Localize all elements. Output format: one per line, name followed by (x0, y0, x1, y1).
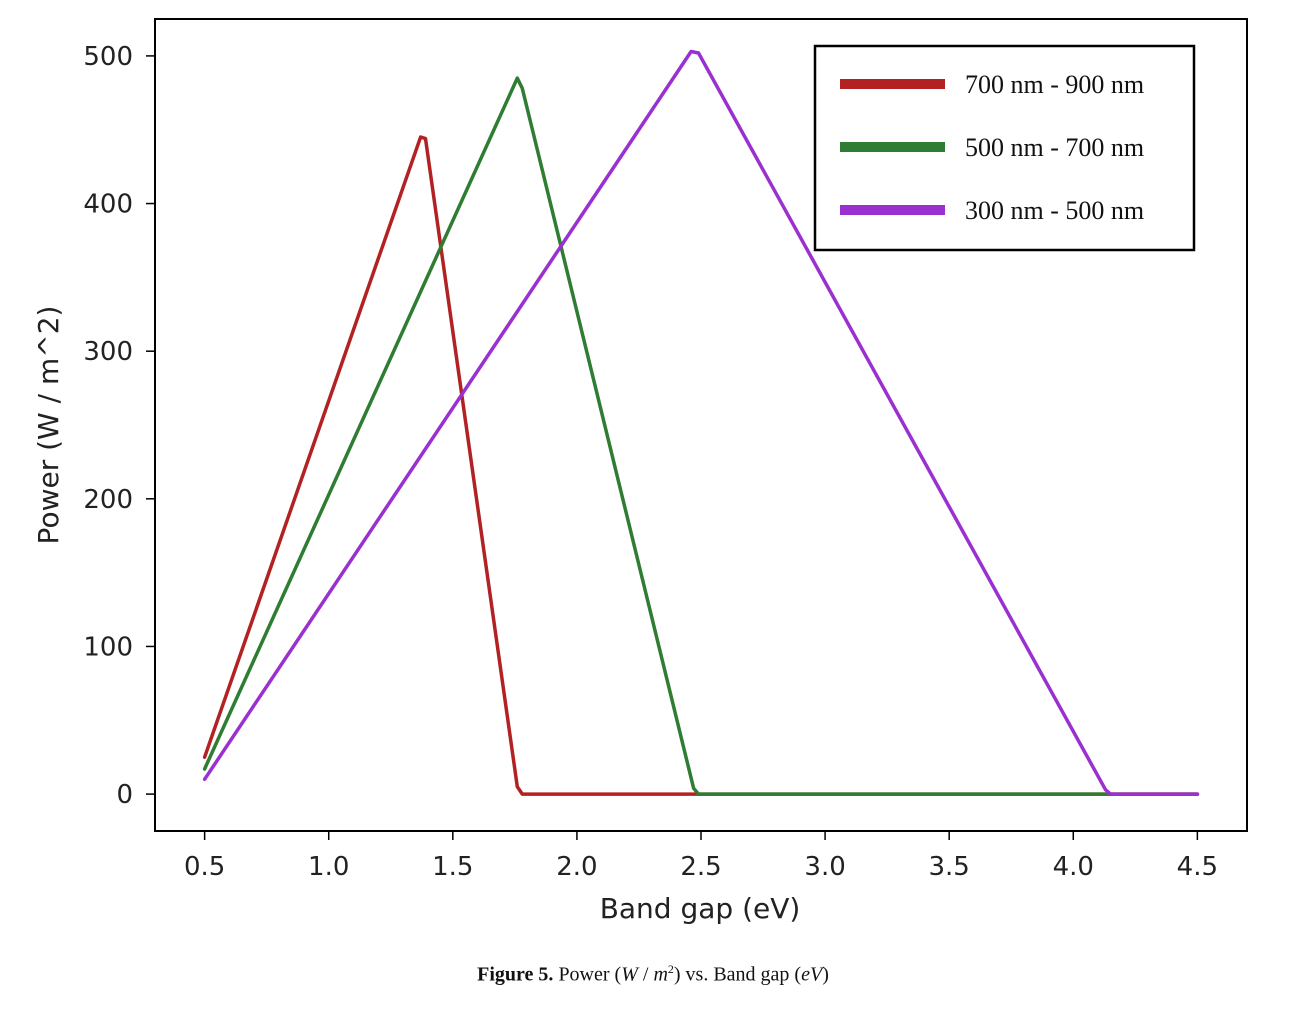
caption-slash: / (637, 963, 654, 986)
x-tick-label: 2.5 (680, 852, 721, 882)
series-line-2 (202, 76, 1200, 796)
y-tick-label: 0 (116, 780, 133, 810)
x-tick-label: 0.5 (184, 852, 225, 882)
caption-ev: eV (801, 963, 823, 986)
chart-svg: 0.5 1.0 1.5 2.0 2.5 3.0 3.5 4.0 4.5 0 100 200 300 40… (32, 18, 1248, 925)
series-line-3 (202, 49, 1200, 796)
legend-label: 700 nm - 900 nm (965, 70, 1144, 99)
caption-w: W (621, 963, 638, 986)
caption-text-before: Power ( (553, 963, 622, 986)
y-axis: 0 100 200 300 400 500 (83, 42, 155, 810)
y-tick-label: 200 (83, 485, 133, 515)
x-axis-label: Band gap (eV) (600, 892, 801, 925)
caption-sup: 2 (667, 962, 674, 976)
x-axis: 0.5 1.0 1.5 2.0 2.5 3.0 3.5 4.0 4.5 (184, 831, 1218, 882)
series-lines (202, 49, 1200, 796)
y-tick-label: 400 (83, 190, 133, 220)
x-tick-label: 3.5 (929, 852, 970, 882)
x-tick-label: 4.0 (1053, 852, 1094, 882)
caption-label: Figure 5. (477, 963, 554, 986)
y-tick-label: 100 (83, 632, 133, 662)
y-axis-label: Power (W / m^2) (32, 306, 65, 545)
figure-caption: Figure 5. Power (W / m2) vs. Band gap (e… (0, 962, 1306, 987)
caption-m: m (653, 963, 668, 986)
x-tick-label: 1.0 (308, 852, 349, 882)
x-tick-label: 1.5 (432, 852, 473, 882)
legend-label: 300 nm - 500 nm (965, 196, 1144, 225)
y-tick-label: 500 (83, 42, 133, 72)
caption-text-mid: ) vs. Band gap ( (673, 963, 802, 986)
y-tick-label: 300 (83, 337, 133, 367)
x-tick-label: 3.0 (804, 852, 845, 882)
legend: 700 nm - 900 nm 500 nm - 700 nm 300 nm - 5… (813, 44, 1196, 252)
legend-label: 500 nm - 700 nm (965, 133, 1144, 162)
series-line-1 (202, 135, 1200, 796)
caption-text-end: ) (822, 963, 829, 986)
x-tick-label: 2.0 (556, 852, 597, 882)
x-tick-label: 4.5 (1177, 852, 1218, 882)
